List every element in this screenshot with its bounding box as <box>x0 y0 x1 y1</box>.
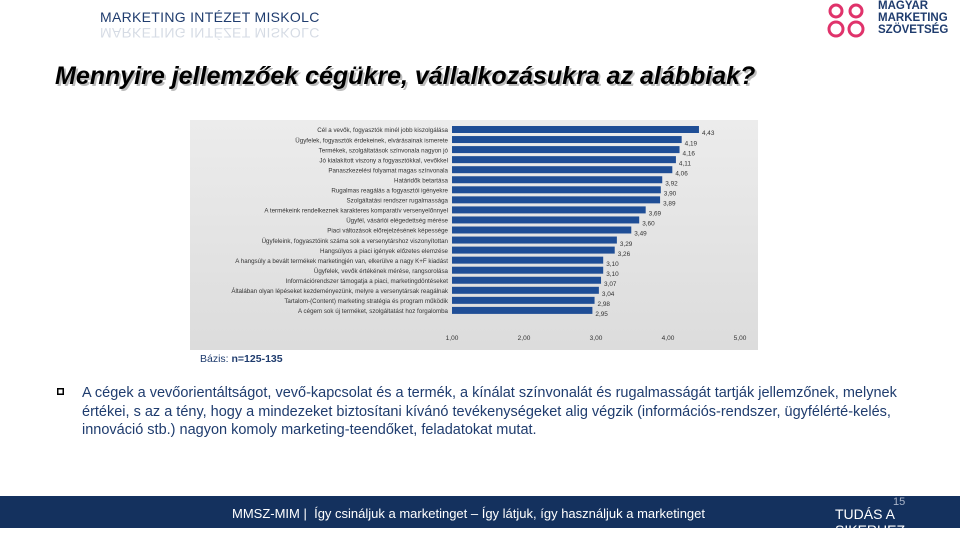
data-label: 4,06 <box>675 170 688 177</box>
basis-note: Bázis: n=125-135 <box>200 353 283 365</box>
bar <box>452 306 593 314</box>
bar <box>452 196 661 204</box>
logo-text: MAGYAR MARKETING SZÖVETSÉG <box>878 0 948 36</box>
bar <box>452 126 699 133</box>
data-label: 2,95 <box>595 311 608 318</box>
category-label: Piaci változások előrejelzésének képessé… <box>327 228 448 235</box>
chart-background <box>190 120 758 350</box>
category-label: Ügyfelek, fogyasztók érdekeinek, elvárás… <box>295 137 448 144</box>
category-label: Szolgáltatási rendszer rugalmassága <box>347 198 449 205</box>
bar <box>452 156 676 164</box>
bar <box>452 166 673 174</box>
brand-name: MARKETING INTÉZET MISKOLC <box>100 9 320 25</box>
data-label: 3,10 <box>606 261 619 268</box>
x-tick-label: 4,00 <box>662 335 675 342</box>
bar <box>452 296 595 304</box>
category-label: Panaszkezelési folyamat magas színvonala <box>328 167 448 174</box>
category-label: Rugalmas reagálás a fogyasztói igényekre <box>331 188 448 195</box>
bar <box>452 206 646 214</box>
summary-text: A cégek a vevőorientáltságot, vevő-kapcs… <box>82 385 897 438</box>
category-label: Termékek, szolgáltatások színvonala nagy… <box>319 147 449 154</box>
data-label: 3,89 <box>663 201 676 208</box>
category-label: Tartalom-(Content) marketing stratégia é… <box>284 298 449 305</box>
bar <box>452 236 617 244</box>
category-label: Határidők betartása <box>394 177 449 184</box>
bullet-icon <box>57 388 64 395</box>
x-tick-label: 1,00 <box>446 335 459 342</box>
brand-name-reflection: MARKETING INTÉZET MISKOLC <box>100 25 320 41</box>
bar <box>452 136 682 144</box>
bar <box>452 226 632 234</box>
data-label: 4,11 <box>679 160 691 167</box>
page-number: 15 <box>893 496 906 508</box>
bar <box>452 176 663 184</box>
bar <box>452 246 615 254</box>
bar <box>452 256 604 264</box>
bar <box>452 186 661 194</box>
bar <box>452 276 602 284</box>
data-label: 4,43 <box>702 130 715 137</box>
page-title-shadow: Mennyire jellemzőek cégükre, vállalkozás… <box>57 64 758 92</box>
basis-value: n=125-135 <box>231 353 283 365</box>
category-label: Ügyfeleink, fogyasztóink száma sok a ver… <box>262 238 449 245</box>
logo-line-2: MARKETING <box>878 12 948 24</box>
bar <box>452 146 680 154</box>
footer-bar <box>0 496 960 528</box>
category-label: Ügyfél, vásárlói elégedettség mérése <box>346 218 448 225</box>
category-label: Cél a vevők, fogyasztók minél jobb kiszo… <box>317 127 448 134</box>
x-tick-label: 5,00 <box>734 335 747 342</box>
data-label: 3,92 <box>665 180 678 187</box>
category-label: Általában olyan lépéseket kezdeményezünk… <box>231 288 449 295</box>
data-label: 3,90 <box>664 191 677 198</box>
x-tick-label: 3,00 <box>590 335 603 342</box>
data-label: 3,49 <box>634 231 647 238</box>
category-label: A cégem sok új terméket, szolgáltatást h… <box>298 308 449 315</box>
category-label: A hangsúly a bevált termékek marketingjé… <box>235 258 448 265</box>
magyar-marketing-szovetseg-logo <box>827 3 865 38</box>
data-label: 3,69 <box>649 211 662 218</box>
data-label: 4,19 <box>685 140 698 147</box>
data-label: 4,16 <box>683 150 696 157</box>
category-label: Ügyfelek, vevők értékének mérése, rangso… <box>314 268 449 275</box>
category-label: Hangsúlyos a piaci igények előzetes elem… <box>320 248 449 255</box>
data-label: 3,10 <box>606 271 619 278</box>
bar <box>452 286 599 294</box>
logo-line-3: SZÖVETSÉG <box>878 24 949 36</box>
x-tick-label: 2,00 <box>518 335 531 342</box>
data-label: 2,98 <box>598 301 611 308</box>
basis-label: Bázis: <box>200 353 229 365</box>
data-label: 3,29 <box>620 241 633 248</box>
page-title: Mennyire jellemzőek cégükre, vállalkozás… <box>55 62 756 90</box>
data-label: 3,04 <box>602 291 615 298</box>
logo-line-1: MAGYAR <box>878 0 929 12</box>
data-label: 3,26 <box>618 251 631 258</box>
footer-text: MMSZ-MIM | Így csináljuk a marketinget –… <box>232 506 705 521</box>
category-label: A termékeink rendelkeznek karakteres kom… <box>264 208 448 215</box>
bar <box>452 216 640 224</box>
bar <box>452 266 604 274</box>
category-label: Információrendszer támogatja a piaci, ma… <box>286 278 449 285</box>
bar-chart: Cél a vevők, fogyasztók minél jobb kiszo… <box>190 120 758 350</box>
data-label: 3,60 <box>642 221 655 228</box>
data-label: 3,07 <box>604 281 617 288</box>
category-label: Jó kialakított viszony a fogyasztókkal, … <box>319 157 448 164</box>
footer-slogan: TUDÁS A SIKERHEZ <box>835 506 906 538</box>
